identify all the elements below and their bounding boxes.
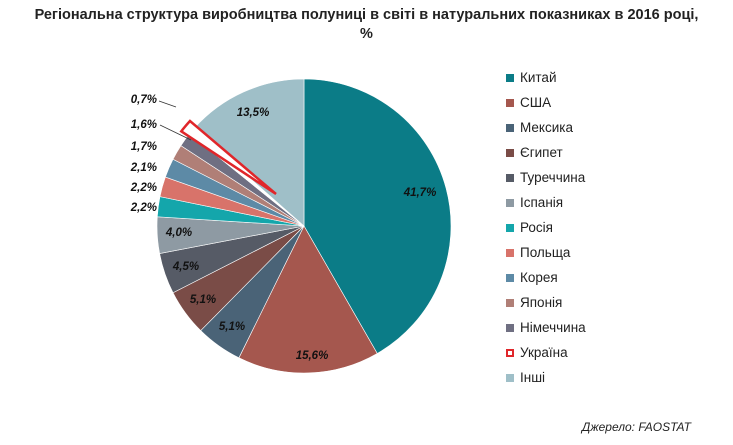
pie-slice-інші [193, 78, 305, 227]
source-note: Джерело: FAOSTAT [581, 420, 691, 434]
legend-item-китай: Китай [506, 65, 586, 90]
data-label-україна: 0,7% [131, 94, 157, 106]
legend-item-мексика: Мексика [506, 115, 586, 140]
data-label-росія: 2,2% [130, 202, 157, 214]
legend-swatch [506, 348, 514, 357]
legend-label: Єгипет [520, 145, 563, 160]
legend-item-іспанія: Іспанія [506, 190, 586, 215]
data-label-німеччина: 1,6% [131, 119, 157, 131]
legend-item-туреччина: Туреччина [506, 165, 586, 190]
pie-slice-сша [238, 225, 378, 374]
legend-swatch [506, 248, 514, 257]
legend-item-єгипет: Єгипет [506, 140, 586, 165]
legend-item-польща: Польща [506, 240, 586, 265]
legend-swatch [506, 298, 514, 307]
legend-label: Іспанія [520, 195, 564, 210]
legend-label: Росія [520, 220, 553, 235]
legend-label: США [520, 95, 552, 110]
legend-swatch [506, 223, 514, 232]
chart-title-line-1: Регіональна структура виробництва полуни… [34, 7, 699, 23]
data-label-корея: 2,1% [130, 162, 157, 174]
pie-slice-китай [303, 78, 452, 354]
leader-line-німеччина [159, 124, 192, 141]
legend-item-україна: Україна [506, 340, 586, 365]
legend-swatch [506, 73, 514, 82]
legend-swatch [506, 273, 514, 282]
legend-label: Інші [520, 370, 546, 385]
legend-swatch [506, 198, 514, 207]
legend-label: Японія [520, 295, 563, 310]
data-label-сша: 15,6% [296, 350, 329, 362]
data-label-єгипет: 5,1% [190, 294, 216, 306]
legend-swatch [506, 323, 514, 332]
legend-label: Мексика [520, 120, 573, 135]
legend-label: Україна [520, 345, 568, 360]
legend-swatch [506, 148, 514, 157]
legend-item-сша: США [506, 90, 586, 115]
legend-label: Туреччина [520, 170, 586, 185]
legend-item-інші: Інші [506, 365, 586, 390]
chart-title-line-2: % [360, 26, 373, 42]
legend-swatch [506, 373, 514, 382]
data-label-польща: 2,2% [130, 182, 157, 194]
legend-label: Польща [520, 245, 571, 260]
data-label-інші: 13,5% [237, 107, 270, 119]
chart-title: Регіональна структура виробництва полуни… [0, 6, 733, 44]
data-label-мексика: 5,1% [219, 321, 245, 333]
legend-swatch [506, 173, 514, 182]
data-label-туреччина: 4,5% [172, 261, 199, 273]
data-label-японія: 1,7% [131, 141, 157, 153]
legend-swatch [506, 98, 514, 107]
legend-item-німеччина: Німеччина [506, 315, 586, 340]
legend-label: Китай [520, 70, 557, 85]
legend-label: Корея [520, 270, 558, 285]
legend: Китай США Мексика Єгипет Туреччина Іспанія Рос… [506, 65, 586, 390]
leader-line-україна [158, 100, 177, 108]
data-label-китай: 41,7% [403, 187, 437, 199]
legend-swatch [506, 123, 514, 132]
legend-label: Німеччина [520, 320, 586, 335]
legend-item-японія: Японія [506, 290, 586, 315]
pie-slice-україна [179, 119, 277, 196]
legend-item-росія: Росія [506, 215, 586, 240]
data-label-іспанія: 4,0% [165, 227, 192, 239]
legend-item-корея: Корея [506, 265, 586, 290]
